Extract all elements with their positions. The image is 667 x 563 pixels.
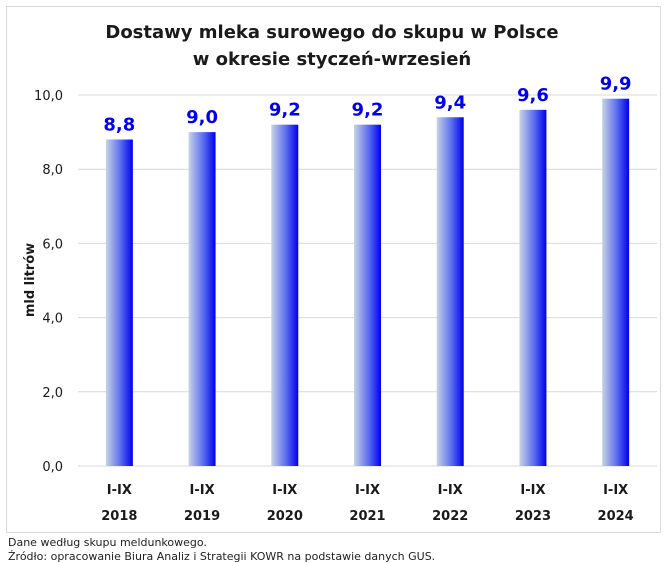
x-tick-label: 2019: [184, 509, 220, 524]
footnote-data-source: Dane według skupu meldunkowego.: [8, 536, 207, 549]
x-tick-label: I-IX: [107, 483, 132, 498]
x-tick-label: I-IX: [438, 483, 463, 498]
x-tick-label: 2018: [101, 509, 137, 524]
data-label: 9,2: [352, 100, 384, 121]
chart-title-line-1: Dostawy mleka surowego do skupu w Polsce: [105, 22, 558, 43]
bar-2021: [354, 125, 381, 466]
y-tick-label: 8,0: [42, 163, 63, 178]
x-tick-label: 2023: [515, 509, 551, 524]
bar-2022: [437, 117, 464, 466]
y-tick-label: 2,0: [42, 386, 63, 401]
data-label: 9,4: [434, 92, 466, 113]
x-tick-label: 2024: [598, 509, 634, 524]
y-axis-label: mld litrów: [23, 243, 38, 317]
data-label: 9,6: [517, 85, 549, 106]
data-label: 9,9: [600, 74, 632, 95]
bar-2018: [106, 140, 133, 466]
bars: [106, 99, 629, 466]
y-tick-label: 6,0: [42, 237, 63, 252]
milk-deliveries-bar-chart: Dostawy mleka surowego do skupu w Polsce…: [7, 7, 662, 534]
y-tick-label: 10,0: [34, 89, 63, 104]
x-tick-label: I-IX: [190, 483, 215, 498]
y-tick-label: 4,0: [42, 312, 63, 327]
bar-2020: [271, 125, 298, 466]
data-label: 9,0: [186, 107, 218, 128]
chart-frame: Dostawy mleka surowego do skupu w Polsce…: [6, 6, 661, 533]
bar-2019: [189, 132, 216, 466]
bar-2023: [519, 110, 546, 466]
x-tick-label: I-IX: [272, 483, 297, 498]
data-label: 9,2: [269, 100, 301, 121]
chart-title-line-2: w okresie styczeń-wrzesień: [193, 49, 471, 70]
x-tick-label: 2020: [267, 509, 303, 524]
bar-2024: [602, 99, 629, 466]
x-tick-label: 2022: [432, 509, 468, 524]
x-tick-label: I-IX: [520, 483, 545, 498]
footnote-attribution: Źródło: opracowanie Biura Analiz i Strat…: [8, 550, 435, 563]
data-label: 8,8: [103, 115, 135, 136]
x-tick-label: 2021: [349, 509, 385, 524]
y-tick-label: 0,0: [42, 460, 63, 475]
x-tick-label: I-IX: [603, 483, 628, 498]
x-tick-label: I-IX: [355, 483, 380, 498]
